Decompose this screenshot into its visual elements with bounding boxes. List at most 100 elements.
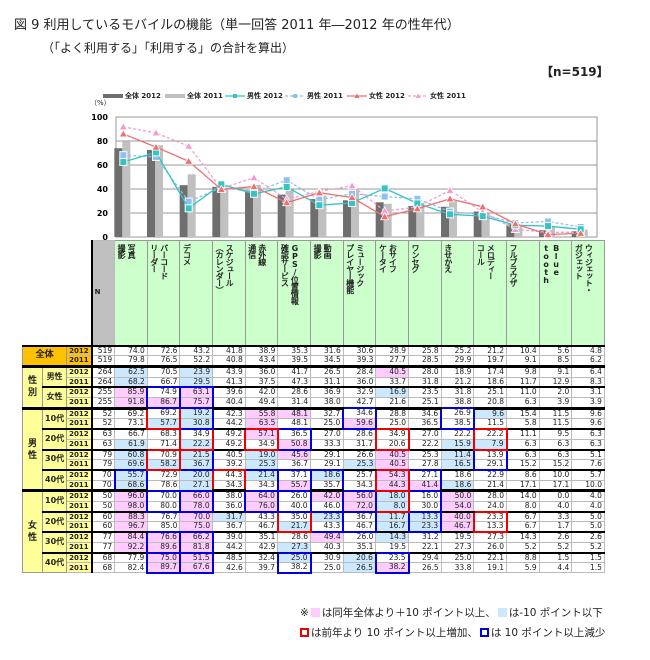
value-cell: 6.3 [571, 438, 605, 451]
value-cell: 28.0 [408, 364, 442, 378]
data-point-triangle [445, 194, 455, 203]
value-cell: 5.6 [538, 344, 573, 357]
value-cell: 15.9 [440, 438, 475, 451]
year-cell: 2012 [66, 489, 93, 503]
value-cell: 25.3 [342, 459, 377, 471]
table-row: 30代 2012 79 60.8 70.9 21.5 40.5 19.0 45.6 29.1 26.… [23, 448, 605, 471]
value-cell: 13.3 [472, 521, 508, 534]
value-cell: 54.0 [440, 501, 475, 513]
value-cell: 77.9 [114, 551, 148, 564]
table-row: 2011 264 68.2 66.7 29.5 41.3 37.5 47.3 31.1 36.0 3… [23, 376, 605, 388]
value-cell: 36.7 [212, 521, 246, 533]
value-cell: 19.1 [473, 562, 507, 574]
value-cell: 57.7 [146, 418, 181, 431]
value-cell: 70.0 [146, 489, 181, 503]
group-label: 性別 [22, 364, 43, 409]
value-cell: 23.3 [472, 510, 508, 523]
value-cell: 23.5 [374, 551, 410, 564]
value-cell: 2.6 [538, 531, 573, 543]
value-cell: 22.2 [440, 428, 475, 440]
value-cell: 11.7 [506, 376, 540, 388]
value-cell: 30.9 [310, 551, 344, 564]
table-row: 2011 60 96.7 85.0 75.0 36.7 46.7 21.7 43.3 46.7 16… [23, 521, 605, 534]
value-cell: 18.6 [473, 376, 507, 388]
year-cell: 2011 [66, 459, 93, 471]
value-cell: 40.5 [375, 448, 410, 461]
value-cell: 49.4 [310, 531, 344, 543]
value-cell: 4.0 [571, 501, 605, 513]
column-header: 動画 撮影 [310, 240, 344, 346]
value-cell: 21.4 [244, 468, 279, 481]
value-cell: 26.0 [276, 489, 312, 503]
year-cell: 2012 [66, 386, 93, 399]
value-cell: 36.0 [244, 364, 279, 378]
value-cell: 34.3 [342, 479, 377, 492]
value-cell: 91.8 [114, 397, 148, 409]
value-cell: 34.3 [211, 479, 247, 492]
data-point-triangle [543, 229, 553, 239]
value-cell: 39.5 [277, 355, 312, 367]
value-cell: 1.5 [571, 551, 605, 564]
bar-total-2012 [343, 200, 352, 237]
row-label: 40代 [41, 551, 68, 574]
value-cell: 25.8 [408, 344, 442, 357]
y-tick-label: 20 [97, 209, 109, 218]
lightblue-swatch-icon [497, 608, 507, 617]
value-cell: 33.7 [375, 376, 410, 388]
row-label: 20代 [41, 428, 68, 451]
bar-total-2011 [318, 195, 327, 237]
value-cell: 8.5 [538, 355, 573, 367]
legend-label: 男性 2011 [307, 92, 343, 100]
value-cell: 16.0 [407, 489, 443, 503]
value-cell: 2.0 [538, 386, 573, 399]
value-cell: 9.1 [506, 355, 540, 367]
year-cell: 2012 [66, 551, 93, 564]
value-cell: 31.4 [277, 397, 312, 409]
row-label: 女性 [41, 386, 68, 409]
value-cell: 63.1 [178, 386, 214, 399]
value-cell: 25.1 [473, 386, 507, 399]
value-cell: 38.0 [310, 397, 344, 409]
value-cell: 10.0 [571, 479, 605, 492]
value-cell: 16.7 [375, 521, 410, 533]
value-cell: 18.0 [374, 489, 410, 503]
value-cell: 28.4 [342, 364, 377, 378]
column-header: ウィジェット・ ガジェット [571, 240, 605, 346]
value-cell: 36.0 [212, 501, 246, 513]
value-cell: 25.3 [408, 448, 442, 461]
value-cell: 34.5 [310, 355, 344, 367]
value-cell: 18.6 [440, 468, 475, 481]
value-cell: 25.0 [310, 418, 344, 430]
value-cell: 17.1 [538, 479, 573, 492]
table-row: 2011 519 79.8 76.5 52.2 40.8 43.4 39.5 34.5 39.3 2… [23, 355, 605, 367]
year-cell: 2012 [66, 510, 93, 523]
value-cell: 14.0 [506, 489, 540, 503]
value-cell: 21.2 [473, 344, 507, 357]
value-cell: 8.0 [506, 501, 540, 513]
value-cell: 25.1 [408, 397, 442, 409]
value-cell: 42.7 [342, 397, 377, 409]
bar-total-2012 [245, 190, 254, 237]
value-cell: 71.4 [146, 438, 181, 451]
value-cell: 25.2 [440, 344, 475, 357]
column-header-label: 赤外線 通信 [247, 244, 267, 265]
n-cell: 60 [90, 510, 116, 523]
note-line-2: は前年より 10 ポイント以上増加、 は 10 ポイント以上減少 [298, 625, 605, 640]
value-cell: 38.9 [244, 344, 279, 357]
bar-total-2012 [539, 230, 548, 237]
column-header-label: メロディー コール [476, 244, 496, 279]
value-cell: 72.0 [342, 501, 377, 513]
value-cell: 63.5 [244, 418, 279, 430]
value-cell: 82.4 [114, 562, 148, 574]
bar-total-2012 [441, 206, 450, 237]
value-cell: 70.5 [146, 364, 181, 378]
value-cell: 26.5 [408, 562, 442, 574]
value-cell: 21.4 [473, 479, 507, 492]
value-cell: 46.0 [310, 501, 344, 513]
value-cell: 38.8 [440, 397, 475, 409]
group-label: 男性 [22, 406, 43, 492]
value-cell: 3.9 [538, 397, 573, 409]
column-header: GPS/位置情報 確認サービス [277, 240, 312, 346]
value-cell: 23.3 [309, 510, 345, 523]
